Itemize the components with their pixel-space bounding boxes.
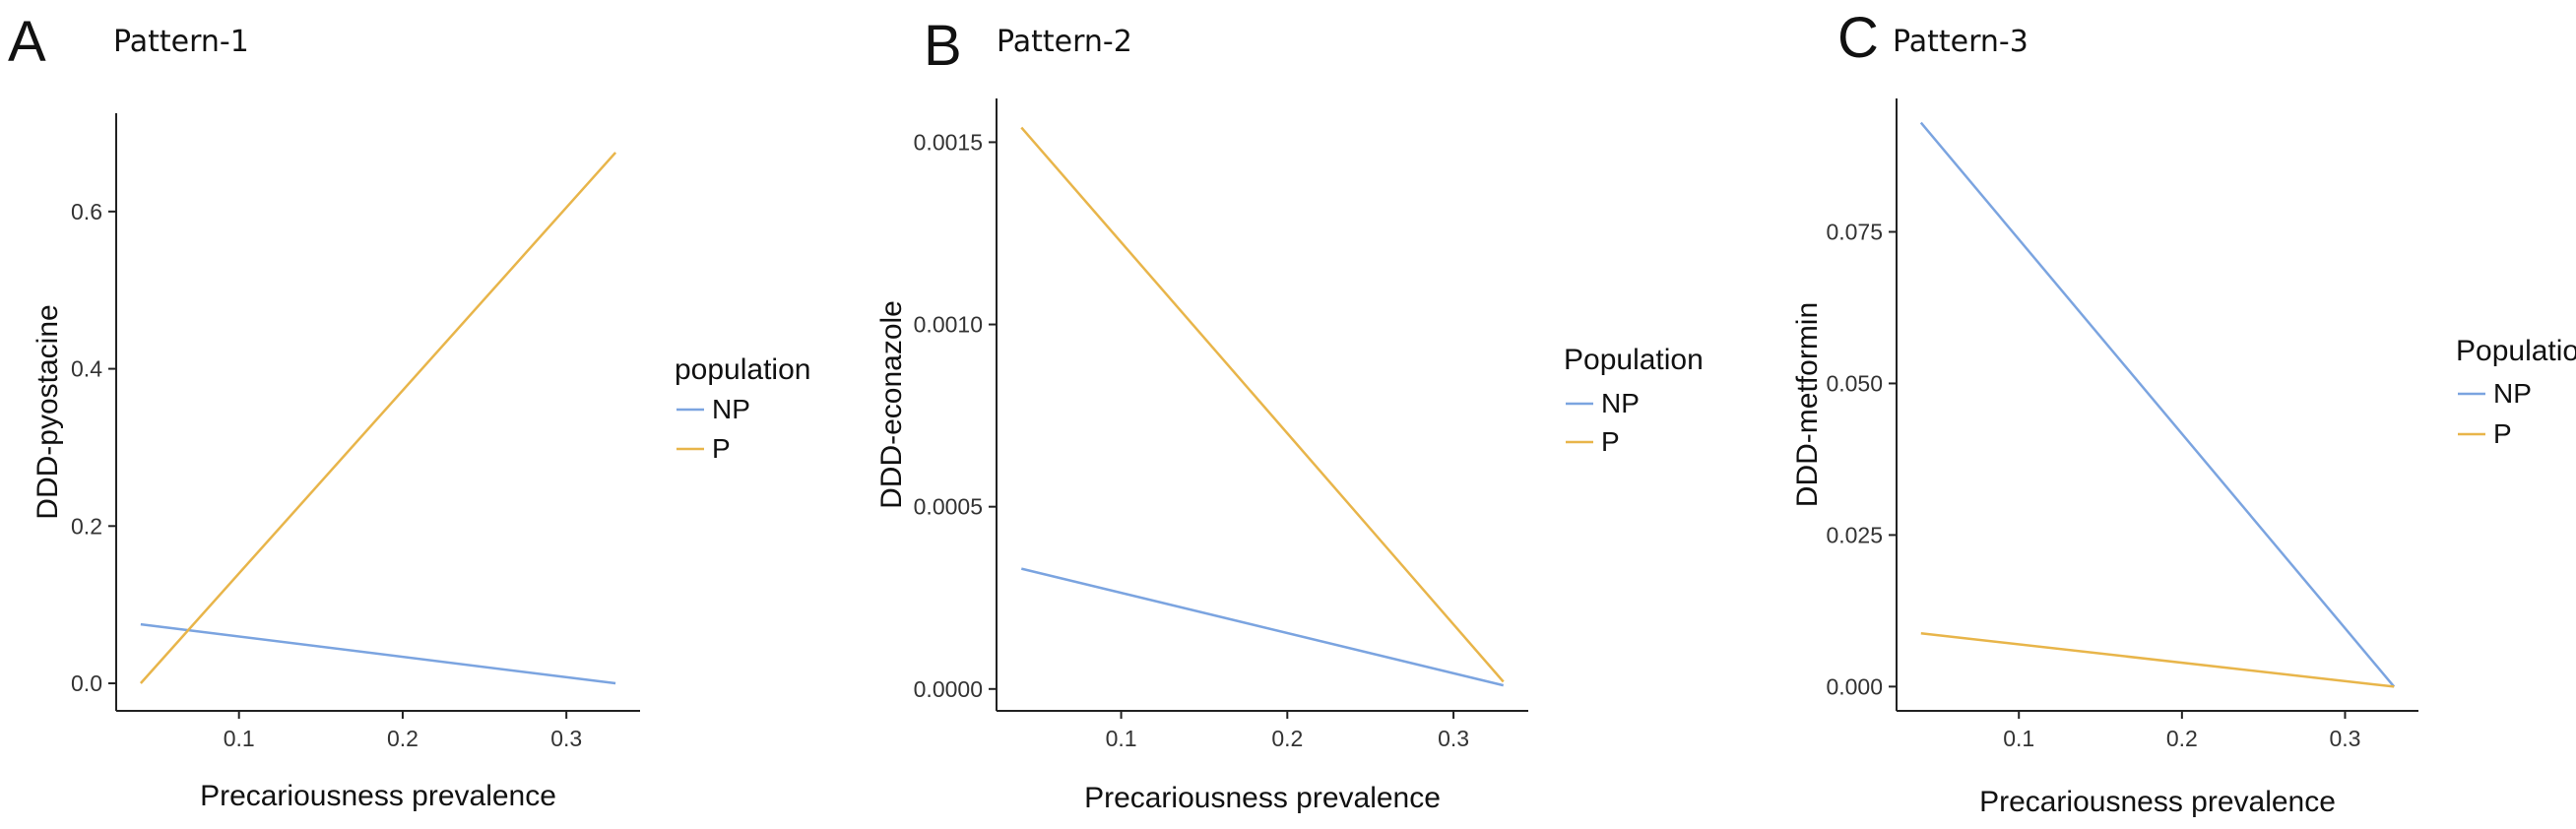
legend: Population NP P <box>2456 335 2576 449</box>
legend-label-p: P <box>712 433 731 464</box>
y-tick-label: 0.0010 <box>914 312 983 338</box>
panel-letter: C <box>1837 6 1879 70</box>
panel-letter: B <box>924 14 962 78</box>
y-tick-label: 0.075 <box>1826 219 1883 244</box>
x-tick-label: 0.3 <box>1438 726 1469 751</box>
y-tick-label: 0.0 <box>71 670 102 696</box>
x-tick-label: 0.3 <box>2329 726 2360 751</box>
panel-title: Pattern-2 <box>997 25 1132 59</box>
y-tick-label: 0.0005 <box>914 494 983 520</box>
x-tick-label: 0.3 <box>550 726 582 751</box>
y-tick-label: 0.025 <box>1826 522 1883 547</box>
panel-title: Pattern-1 <box>113 25 249 59</box>
legend: population NP P <box>675 353 810 464</box>
y-axis-title: DDD-pyostacine <box>32 304 64 519</box>
y-axis-title: DDD-metformin <box>1791 302 1824 507</box>
y-tick-label: 0.0015 <box>914 129 983 155</box>
legend-label-np: NP <box>2493 378 2532 409</box>
legend-title: population <box>675 353 810 386</box>
panel-a: A Pattern-1 0.0 0.2 0.4 0.6 0.1 0.2 0.3 Precariou… <box>8 10 810 812</box>
legend-label-np: NP <box>712 394 750 424</box>
series-line-p <box>1020 126 1505 683</box>
legend-label-np: NP <box>1601 388 1640 418</box>
y-tick-label: 0.6 <box>71 199 102 224</box>
x-axis-title: Precariousness prevalence <box>1979 786 2336 818</box>
x-tick-label: 0.1 <box>1106 726 1137 751</box>
x-tick-label: 0.2 <box>387 726 419 751</box>
series-line-np <box>1021 567 1504 687</box>
x-axis-title: Precariousness prevalence <box>1084 782 1441 814</box>
x-tick-label: 0.1 <box>2003 726 2034 751</box>
panel-title: Pattern-3 <box>1893 25 2029 59</box>
legend-label-p: P <box>2493 418 2512 449</box>
panel-letter: A <box>8 10 46 74</box>
legend: Population NP P <box>1564 344 1704 457</box>
series-line-np <box>1919 121 2396 688</box>
y-tick-label: 0.0000 <box>914 676 983 702</box>
series-line-p <box>1920 631 2395 688</box>
legend-label-p: P <box>1601 426 1620 457</box>
y-axis-title: DDD-econazole <box>875 300 908 509</box>
x-tick-label: 0.2 <box>1271 726 1303 751</box>
panel-c: C Pattern-3 0.000 0.025 0.050 0.075 0.1 0.2 0.3 P… <box>1791 6 2576 818</box>
series-line-np <box>140 622 616 685</box>
series-line-p <box>139 152 617 684</box>
panel-b: B Pattern-2 0.0000 0.0005 0.0010 0.0015 0.1 0.2… <box>875 14 1704 814</box>
y-tick-label: 0.4 <box>71 356 102 382</box>
y-tick-label: 0.000 <box>1826 673 1883 699</box>
x-tick-label: 0.1 <box>224 726 255 751</box>
y-tick-label: 0.2 <box>71 513 102 539</box>
legend-title: Population <box>1564 344 1704 376</box>
x-axis-title: Precariousness prevalence <box>200 780 556 812</box>
x-tick-label: 0.2 <box>2166 726 2198 751</box>
legend-title: Population <box>2456 335 2576 367</box>
y-tick-label: 0.050 <box>1826 370 1883 396</box>
